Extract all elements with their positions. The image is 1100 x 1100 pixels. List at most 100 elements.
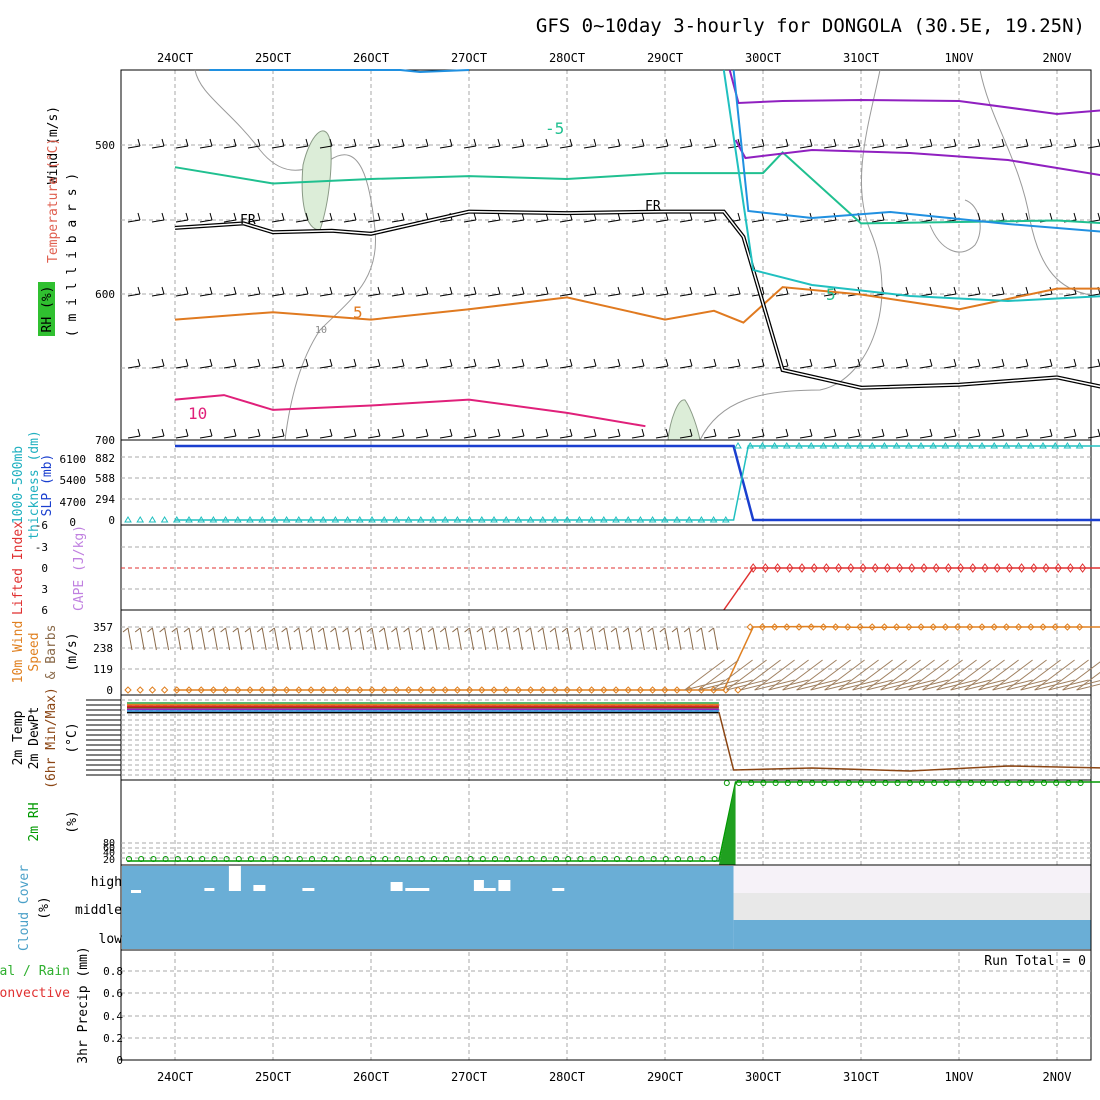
barb-staff	[631, 435, 645, 439]
surface-barb-flag	[598, 627, 605, 633]
barb-flag	[857, 138, 861, 147]
barb-flag	[761, 358, 765, 367]
rh-marker	[1041, 780, 1047, 786]
thickness-slp-y-labels: 1000-500mb thickness (dm) SLP (mb)	[11, 430, 55, 540]
barb-staff	[847, 365, 861, 369]
surface-barb-flag	[366, 627, 373, 633]
barb-flag	[977, 428, 981, 437]
li-marker	[920, 563, 928, 573]
thickness-marker	[965, 442, 974, 449]
rh-marker	[223, 856, 230, 862]
surface-barb-flag	[195, 627, 202, 633]
surface-barb-flag	[208, 627, 214, 633]
barb-staff	[991, 145, 1005, 149]
cloud-level-labels: high middle low	[75, 875, 122, 947]
surface-barb-dense	[978, 659, 1019, 691]
surface-barb-dense	[698, 659, 739, 691]
barb-flag	[305, 138, 309, 147]
barb-flag	[905, 286, 909, 295]
temperature-contours	[174, 69, 1100, 428]
barb-flag	[497, 358, 501, 367]
rh-marker	[138, 856, 145, 862]
wind-marker	[746, 623, 754, 631]
surface-barb	[444, 627, 450, 651]
li-marker	[895, 563, 904, 573]
thickness-marker	[575, 516, 584, 523]
barb-flag	[137, 212, 141, 221]
thick-tick-4700: 4700	[60, 496, 87, 509]
barb-flag	[785, 212, 789, 221]
surface-barb-dense	[908, 659, 949, 691]
rh-marker	[1053, 780, 1060, 786]
thickness-marker	[953, 442, 962, 449]
barb-flag	[377, 138, 381, 147]
barb-staff	[391, 219, 405, 223]
barb-flag	[929, 358, 933, 367]
barb-flag	[593, 428, 597, 437]
rh-marker	[174, 856, 181, 862]
surface-barb-flag	[342, 627, 348, 633]
thickness-marker	[599, 516, 608, 523]
surface-barb-dense	[936, 659, 977, 691]
barb-staff	[391, 365, 405, 369]
rh-marker	[992, 780, 999, 786]
barb-flag	[281, 428, 285, 437]
label-2m-dewpt: 2m DewPt	[27, 707, 42, 770]
barb-staff	[487, 145, 501, 149]
rh-marker	[809, 780, 816, 786]
barb-staff	[679, 365, 693, 369]
rh-marker	[467, 856, 474, 862]
barb-flag	[137, 138, 141, 147]
li-tick-m3: -3	[35, 541, 48, 554]
rh-marker	[1016, 780, 1023, 786]
li-marker	[1078, 563, 1087, 573]
barb-staff	[367, 293, 381, 297]
wind-marker	[258, 686, 266, 694]
thickness-marker	[404, 516, 413, 523]
thickness-marker	[1002, 442, 1011, 449]
barb-staff	[895, 365, 909, 369]
barb-flag	[641, 358, 645, 367]
slp-y-ticks-right: 882 588 294 0	[95, 452, 115, 527]
barb-flag	[641, 286, 645, 295]
barb-staff	[127, 145, 141, 149]
rh-tick-60: 60	[103, 843, 115, 854]
surface-barb-flag	[391, 627, 397, 633]
barb-staff	[799, 145, 813, 149]
temp-y-labels: 2m Temp 2m DewPt (6hr Min/Max) (°C)	[11, 687, 80, 789]
wind-marker	[136, 686, 144, 694]
rh-marker	[187, 856, 193, 862]
temperature-series	[127, 702, 1100, 772]
wind-speed-series	[122, 623, 1100, 694]
surface-barb	[273, 627, 279, 651]
label-lifted-index: Lifted Index	[11, 521, 26, 615]
rh-marker	[504, 856, 511, 862]
rh-marker	[357, 856, 364, 862]
barb-staff	[1015, 435, 1029, 439]
surface-barb-flag	[134, 627, 141, 633]
barb-flag	[977, 286, 981, 295]
barb-staff	[583, 365, 597, 369]
thickness-marker	[246, 516, 254, 523]
li-marker	[773, 563, 782, 573]
barb-flag	[257, 358, 261, 367]
thickness-marker	[807, 442, 816, 449]
rh-marker	[443, 856, 450, 862]
rh-y-ticks: 80 60 40 20	[103, 838, 115, 866]
barb-staff	[703, 145, 717, 149]
wind-marker	[661, 686, 669, 694]
barb-flag	[953, 286, 957, 295]
barb-staff	[823, 365, 837, 369]
barb-staff	[319, 145, 333, 149]
x-tick-top-9: 2NOV	[1043, 51, 1072, 65]
surface-barb-dense	[1006, 659, 1047, 691]
rh-y-labels: 2m RH (%)	[27, 802, 80, 841]
barb-flag	[977, 138, 981, 147]
wind-marker	[844, 623, 852, 631]
barb-flag	[929, 428, 933, 437]
rh-marker	[772, 780, 779, 786]
barb-staff	[439, 435, 453, 439]
precip-tick-04: 0.4	[103, 1010, 123, 1023]
barb-staff	[343, 293, 357, 297]
thickness-marker	[1063, 442, 1072, 449]
